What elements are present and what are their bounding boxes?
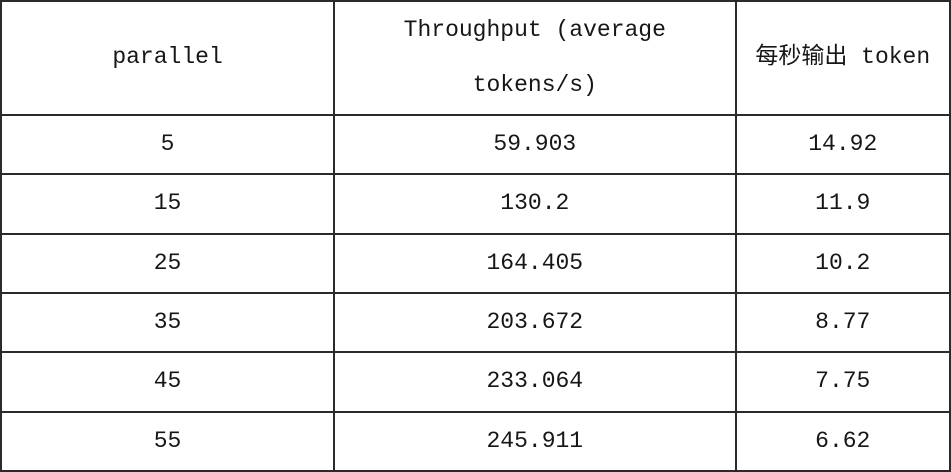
cell-tokens-per-second: 14.92 xyxy=(734,113,951,176)
table-row: 15 130.2 11.9 xyxy=(0,173,951,235)
column-header-parallel: parallel xyxy=(0,0,336,116)
cell-parallel: 55 xyxy=(0,410,336,472)
cell-throughput: 59.903 xyxy=(333,113,737,176)
table-row: 45 233.064 7.75 xyxy=(0,351,951,413)
cell-parallel: 35 xyxy=(0,291,336,354)
column-header-throughput-line2: tokens/s) xyxy=(472,71,597,98)
column-header-throughput-line1: Throughput (average xyxy=(403,16,666,43)
cell-throughput: 203.672 xyxy=(333,291,737,354)
table-row: 5 59.903 14.92 xyxy=(0,113,951,176)
table-row: 25 164.405 10.2 xyxy=(0,232,951,294)
cell-throughput: 130.2 xyxy=(333,173,737,235)
cell-throughput: 245.911 xyxy=(333,410,737,472)
column-header-tokens-per-second: 每秒输出 token xyxy=(734,0,951,116)
cell-tokens-per-second: 11.9 xyxy=(734,173,951,235)
table-row: 55 245.911 6.62 xyxy=(0,410,951,472)
cell-parallel: 15 xyxy=(0,173,336,235)
cell-tokens-per-second: 8.77 xyxy=(734,291,951,354)
cell-parallel: 45 xyxy=(0,351,336,413)
cell-parallel: 25 xyxy=(0,232,336,294)
table-row: 35 203.672 8.77 xyxy=(0,291,951,354)
column-header-throughput: Throughput (average tokens/s) xyxy=(333,0,737,116)
cell-throughput: 164.405 xyxy=(333,232,737,294)
cell-tokens-per-second: 7.75 xyxy=(734,351,951,413)
cell-throughput: 233.064 xyxy=(333,351,737,413)
cell-tokens-per-second: 10.2 xyxy=(734,232,951,294)
table-header-row: parallel Throughput (average tokens/s) 每… xyxy=(0,0,951,116)
cell-parallel: 5 xyxy=(0,113,336,176)
cell-tokens-per-second: 6.62 xyxy=(734,410,951,472)
